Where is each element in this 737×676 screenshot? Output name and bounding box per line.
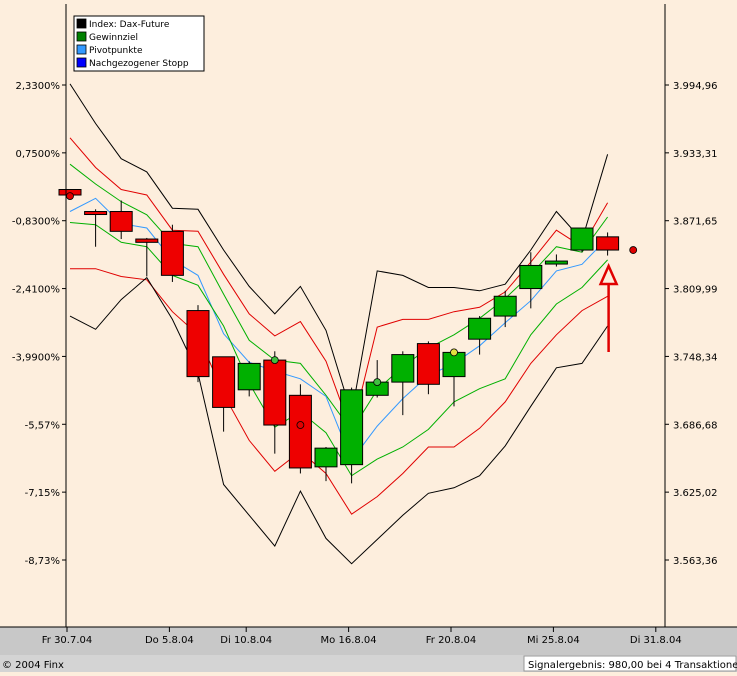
x-axis-tick-label: Fr 30.7.04 [42, 635, 92, 646]
left-axis-tick-label: -0,8300% [12, 217, 60, 228]
left-axis-tick-label: -3,9900% [12, 352, 60, 363]
candle-body [186, 310, 210, 378]
outer-band-lower-line [69, 276, 609, 565]
right-axis-tick-label: 3.871,65 [673, 217, 718, 228]
candle [468, 316, 492, 355]
candle [186, 305, 210, 383]
legend-label: Pivotpunkte [89, 46, 143, 56]
left-axis-tick-label: -7,15% [25, 488, 60, 499]
candle-body [288, 394, 312, 469]
signal-marker [450, 348, 458, 357]
left-axis-tick-label: -2,4100% [12, 285, 60, 296]
candle [416, 341, 440, 395]
candle-body [160, 230, 184, 276]
left-axis-tick-label: -8,73% [25, 556, 60, 567]
left-axis-tick-label: -5,57% [25, 420, 60, 431]
signal-result-text: Signalergebnis: 980,00 bei 4 Transaktion… [528, 660, 737, 671]
signal-marker [296, 421, 305, 429]
candle-body [570, 227, 594, 251]
candle [135, 237, 159, 277]
x-axis-tick-label: Di 31.8.04 [630, 635, 682, 646]
candle [237, 361, 261, 397]
right-axis-tick-label: 3.686,68 [673, 420, 718, 431]
red-band-upper-line [69, 137, 609, 434]
right-axis-tick-label: 3.748,34 [673, 352, 718, 363]
green-band-upper-line [69, 163, 609, 432]
signal-marker [629, 246, 638, 254]
candle [212, 356, 236, 432]
candle-body [212, 356, 236, 408]
outer-band-upper-line [69, 83, 609, 415]
right-axis-tick-label: 3.809,99 [673, 285, 718, 296]
candle-body [544, 260, 568, 265]
result-field [523, 655, 737, 672]
legend-swatch [76, 57, 87, 68]
signal-marker [270, 356, 279, 364]
signal-arrow-head-icon [598, 262, 619, 286]
candle-body [84, 211, 108, 216]
left-axis-tick-label: 0,7500% [16, 149, 61, 160]
legend-swatch [76, 44, 87, 55]
pivot-line [69, 197, 608, 462]
candle [340, 387, 364, 484]
copyright-text: © 2004 Finx [2, 660, 64, 671]
x-axis-tick-label: Di 10.8.04 [220, 635, 272, 646]
legend-box [73, 15, 205, 72]
candle [314, 447, 338, 482]
green-band-lower-line [69, 222, 608, 477]
candle-body [340, 389, 364, 466]
right-axis-tick-label: 3.563,36 [673, 556, 718, 567]
x-axis-tick-label: Fr 20.8.04 [426, 635, 476, 646]
legend-label: Gewinnziel [89, 33, 138, 43]
right-axis-tick-label: 3.933,31 [673, 149, 718, 160]
x-axis-band [0, 627, 737, 655]
candle-body [135, 238, 159, 243]
candle [391, 351, 415, 416]
legend-swatch [76, 31, 87, 42]
candle-body [468, 317, 492, 340]
candle [84, 209, 108, 247]
signal-marker [373, 378, 382, 387]
legend-label: Index: Dax-Future [89, 20, 170, 30]
legend-swatch [76, 18, 87, 29]
candle-body [416, 343, 440, 385]
x-axis-tick-label: Do 5.8.04 [145, 635, 194, 646]
candle-body [596, 236, 620, 251]
right-axis-tick-label: 3.625,02 [673, 488, 718, 499]
candle-body [237, 362, 261, 391]
candle-body [391, 354, 415, 383]
candle-body [493, 295, 517, 317]
candle [544, 254, 568, 267]
right-axis-tick-label: 3.994,96 [673, 81, 718, 92]
candle-body [314, 447, 338, 468]
candle [519, 252, 543, 309]
candle [493, 290, 517, 328]
legend-label: Nachgezogener Stopp [89, 59, 189, 69]
x-axis-tick-label: Mi 25.8.04 [527, 635, 580, 646]
candle [109, 200, 133, 240]
signal-marker [66, 192, 74, 201]
candle-body [519, 264, 543, 290]
x-axis-tick-label: Mo 16.8.04 [321, 635, 377, 646]
candle [596, 232, 620, 256]
candle-body [263, 359, 287, 426]
candle-body [109, 211, 133, 232]
red-band-lower-line [70, 268, 608, 515]
candle [160, 224, 184, 282]
left-axis-tick-label: 2,3300% [16, 81, 61, 92]
candle [570, 227, 594, 253]
